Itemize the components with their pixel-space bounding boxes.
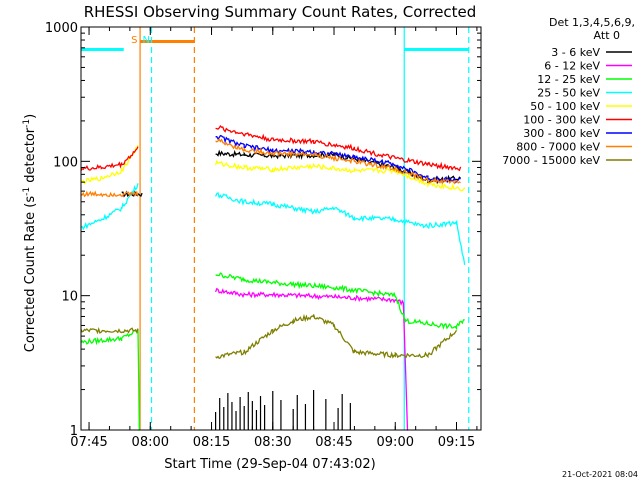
series-line-8-0 [80,327,139,335]
y-tick-label-1: 10 [61,290,78,305]
series-line-3-0 [80,183,139,231]
x-tick-label-1: 08:00 [132,435,169,450]
legend-label-3: 25 - 50 keV [537,87,600,100]
legend-label-4: 50 - 100 keV [530,100,600,113]
series-line-1-1 [214,287,409,431]
y-axis-label-main: Corrected Count Rate (s [23,196,38,353]
annotation-1: N [143,35,150,46]
axes-frame [80,26,482,431]
y-tick-label-0: 1 [70,424,78,439]
chart-title: RHESSI Observing Summary Count Rates, Co… [84,3,477,21]
series-line-2-1 [215,272,465,331]
series-line-5-0 [80,146,139,172]
x-axis-label: Start Time (29-Sep-04 07:43:02) [164,457,375,472]
y-axis-label-end: ) [23,114,38,119]
series-line-7-0 [80,190,139,198]
x-tick-label-6: 09:15 [438,435,475,450]
x-tick-label-0: 07:45 [70,435,107,450]
legend-label-6: 300 - 800 keV [523,127,600,140]
legend-title-1: Det 1,3,4,5,6,9, [549,16,635,29]
legend-label-2: 12 - 25 keV [537,73,600,86]
legend-label-7: 800 - 7000 keV [516,141,600,154]
x-tick-label-5: 09:00 [377,435,414,450]
y-axis-label-mid: detector [23,127,38,187]
series-line-6-1 [215,134,461,184]
y-axis-label-sup1: -1 [22,187,32,196]
legend-label-8: 7000 - 15000 keV [502,154,600,167]
series-line-4-1 [214,159,466,192]
series-line-7-1 [215,138,461,185]
legend-label-1: 6 - 12 keV [544,60,600,73]
date-stamp: 21-Oct-2021 08:04 [562,470,638,479]
y-tick-label-3: 1000 [45,21,78,36]
annotation-0: S [131,35,137,46]
series-line-8-1 [215,313,458,360]
series-line-0-1 [215,149,462,185]
legend-label-5: 100 - 300 keV [523,114,600,127]
series-line-4-0 [80,144,139,185]
x-tick-label-4: 08:45 [315,435,352,450]
x-tick-label-3: 08:30 [254,435,291,450]
series-line-3-1 [215,192,466,266]
legend-label-0: 3 - 6 keV [551,46,600,59]
series-line-5-1 [215,124,462,172]
y-axis-label-sup2: -1 [22,119,32,128]
axes: 07:45 08:00 08:15 08:30 08:45 09:00 09:15 1 10 10… [45,21,482,450]
series-line-2-0 [80,329,140,431]
x-tick-label-2: 08:15 [193,435,230,450]
y-axis-label: Corrected Count Rate (s-1 detector-1) [22,114,38,352]
legend-title-2: Att 0 [594,29,620,42]
y-tick-label-2: 100 [53,155,78,170]
